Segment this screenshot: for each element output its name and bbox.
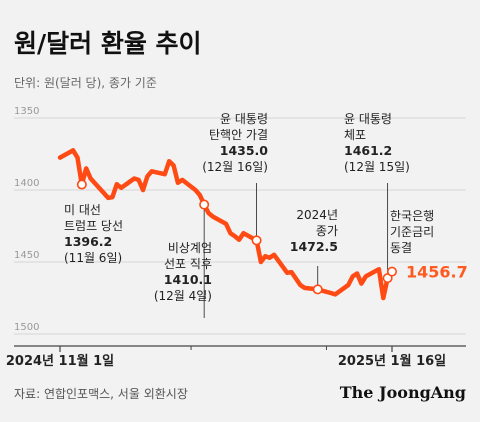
last-value-label: 1456.7 — [406, 263, 468, 282]
annotation-text: 체포 — [344, 128, 366, 142]
chart-subtitle: 단위: 원(달러 당), 종가 기준 — [14, 76, 157, 90]
annotation-text: 트럼프 당선 — [64, 219, 123, 233]
annotation-text: 기준금리 — [390, 225, 434, 239]
annotation-value: 1396.2 — [64, 234, 112, 249]
annotation-text: 종가 — [316, 224, 338, 238]
y-axis-ticks: 1350 1400 1450 1500 — [14, 106, 39, 333]
y-tick-label: 1350 — [14, 106, 39, 117]
data-point-marker — [76, 179, 87, 190]
y-tick-label: 1500 — [14, 322, 39, 333]
y-tick-label: 1450 — [14, 250, 39, 261]
data-point-marker — [199, 199, 210, 210]
annotation-text: 선포 직후 — [164, 257, 212, 271]
annotation-date: (12월 4일) — [154, 289, 212, 303]
annotation-value: 1410.1 — [164, 272, 212, 287]
annotation-text: 한국은행 — [390, 208, 434, 223]
annotation-value: 1472.5 — [290, 239, 338, 254]
annotation-value: 1461.2 — [344, 143, 392, 158]
series-line — [57, 148, 395, 301]
chart-title: 원/달러 환율 추이 — [14, 29, 202, 58]
series-layer — [57, 148, 395, 301]
annotation-text: 윤 대통령 — [344, 112, 392, 126]
x-tick-label: 2025년 1월 16일 — [338, 353, 446, 369]
annotation-text: 동결 — [390, 241, 412, 255]
annotation-value: 1435.0 — [220, 143, 269, 158]
brand-logo: The JoongAng — [340, 383, 466, 402]
annotation-text: 윤 대통령 — [220, 112, 268, 126]
annotation-date: (12월 16일) — [202, 160, 268, 174]
annotation-text: 비상계엄 — [168, 241, 212, 255]
data-point-marker — [312, 284, 323, 295]
marker-layer — [76, 179, 397, 295]
x-tick-label: 2024년 11월 1일 — [6, 353, 114, 369]
annotation-text: 탄핵안 가결 — [209, 128, 268, 142]
annotation-date: (12월 15일) — [344, 160, 410, 174]
annotation-text: 2024년 — [296, 208, 338, 222]
data-point-marker — [251, 235, 262, 246]
y-tick-label: 1400 — [14, 178, 39, 189]
annotation-date: (11월 6일) — [64, 251, 122, 265]
annotation-text: 미 대선 — [64, 203, 101, 217]
source-note: 자료: 연합인포맥스, 서울 외환시장 — [14, 387, 188, 401]
data-point-marker — [386, 266, 397, 277]
grid — [14, 117, 466, 335]
x-axis: 2024년 11월 1일 2025년 1월 16일 — [6, 345, 466, 369]
